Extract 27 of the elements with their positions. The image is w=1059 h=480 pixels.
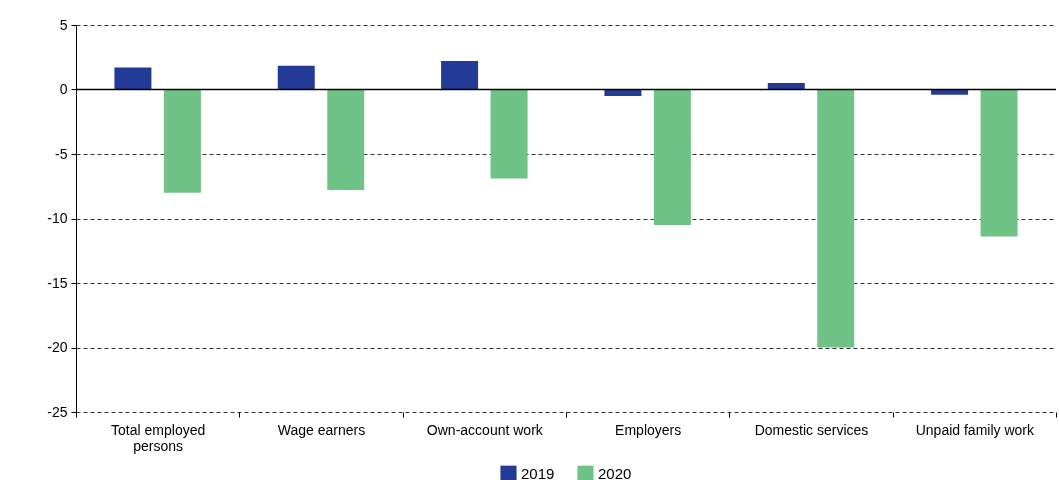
y-tick-label: 5 — [59, 16, 68, 33]
y-tick-label: -10 — [47, 210, 68, 226]
legend-label: 2020 — [598, 464, 632, 480]
bar — [767, 83, 805, 90]
bar — [490, 89, 528, 179]
legend-label: 2019 — [521, 464, 555, 480]
bar — [931, 89, 969, 95]
bar — [980, 89, 1018, 237]
x-tick-label: Own-account work — [426, 421, 544, 438]
bar — [441, 61, 479, 90]
bar — [604, 89, 642, 96]
y-tick-label: -25 — [47, 403, 68, 420]
x-tick-label: Unpaid family work — [915, 421, 1035, 438]
y-tick-label: -5 — [55, 145, 68, 162]
bar — [327, 89, 365, 191]
x-tick-label: Wage earners — [277, 421, 366, 438]
y-tick-label: -15 — [47, 274, 68, 291]
bar — [163, 89, 201, 193]
x-tick-label: Domestic services — [754, 421, 869, 438]
y-tick-label: 0 — [59, 81, 68, 97]
bar — [653, 89, 691, 225]
x-tick-label: Total employed persons — [111, 421, 206, 454]
bar — [817, 89, 855, 348]
bar — [114, 67, 152, 90]
bar — [277, 65, 315, 90]
y-tick-label: -20 — [47, 339, 68, 355]
x-tick-label: Employers — [615, 421, 682, 438]
